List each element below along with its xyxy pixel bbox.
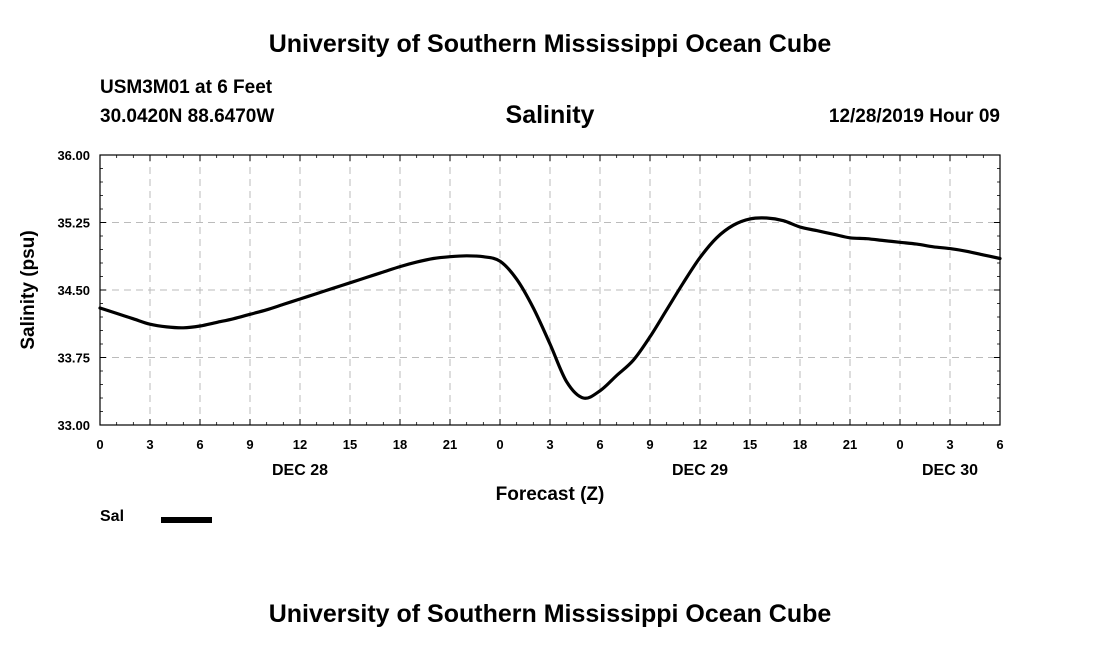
chart-grid xyxy=(100,155,1000,425)
x-tick-label: 15 xyxy=(743,437,757,452)
station-coordinates: 30.0420N 88.6470W xyxy=(100,106,275,127)
y-tick-label: 33.00 xyxy=(57,418,90,433)
legend-line-swatch xyxy=(161,517,212,523)
page-title-top: University of Southern Mississippi Ocean… xyxy=(268,30,832,58)
x-tick-label: 6 xyxy=(596,437,603,452)
x-tick-label: 18 xyxy=(793,437,807,452)
y-tick-label: 33.75 xyxy=(57,351,90,366)
x-axis-label: Forecast (Z) xyxy=(496,484,605,505)
x-tick-label: 12 xyxy=(693,437,707,452)
chart-title: Salinity xyxy=(505,101,595,129)
station-name: USM3M01 at 6 Feet xyxy=(100,77,273,98)
x-tick-label: 9 xyxy=(646,437,653,452)
forecast-timestamp: 12/28/2019 Hour 09 xyxy=(828,106,1000,127)
x-tick-label: 21 xyxy=(443,437,457,452)
x-tick-label: 3 xyxy=(146,437,153,452)
x-tick-label: 6 xyxy=(196,437,203,452)
legend-label: Sal xyxy=(100,508,125,525)
x-tick-label: 15 xyxy=(343,437,357,452)
page-title-bottom: University of Southern Mississippi Ocean… xyxy=(268,600,832,628)
x-tick-label: 3 xyxy=(546,437,553,452)
x-tick-label: 0 xyxy=(496,437,503,452)
day-label: DEC 30 xyxy=(922,462,978,479)
x-tick-labels: 0 3 6 9 12 15 18 21 0 3 6 9 12 15 18 21 0 3 6 xyxy=(96,437,1003,452)
y-tick-label: 36.00 xyxy=(57,148,90,163)
y-tick-labels: 33.00 33.75 34.50 35.25 36.00 xyxy=(57,148,90,433)
x-tick-label: 0 xyxy=(96,437,103,452)
x-tick-label: 6 xyxy=(996,437,1003,452)
x-tick-label: 18 xyxy=(393,437,407,452)
y-axis-label: Salinity (psu) xyxy=(18,230,39,349)
x-tick-label: 9 xyxy=(246,437,253,452)
x-tick-label: 12 xyxy=(293,437,307,452)
day-label: DEC 28 xyxy=(272,462,328,479)
x-tick-label: 0 xyxy=(896,437,903,452)
y-tick-label: 34.50 xyxy=(57,283,90,298)
series-line-sal xyxy=(98,216,1002,400)
x-tick-label: 3 xyxy=(946,437,953,452)
y-tick-label: 35.25 xyxy=(57,216,90,231)
day-labels: DEC 28 DEC 29 DEC 30 xyxy=(272,462,978,479)
day-label: DEC 29 xyxy=(672,462,728,479)
x-tick-label: 21 xyxy=(843,437,857,452)
plot-frame xyxy=(99,154,1001,426)
